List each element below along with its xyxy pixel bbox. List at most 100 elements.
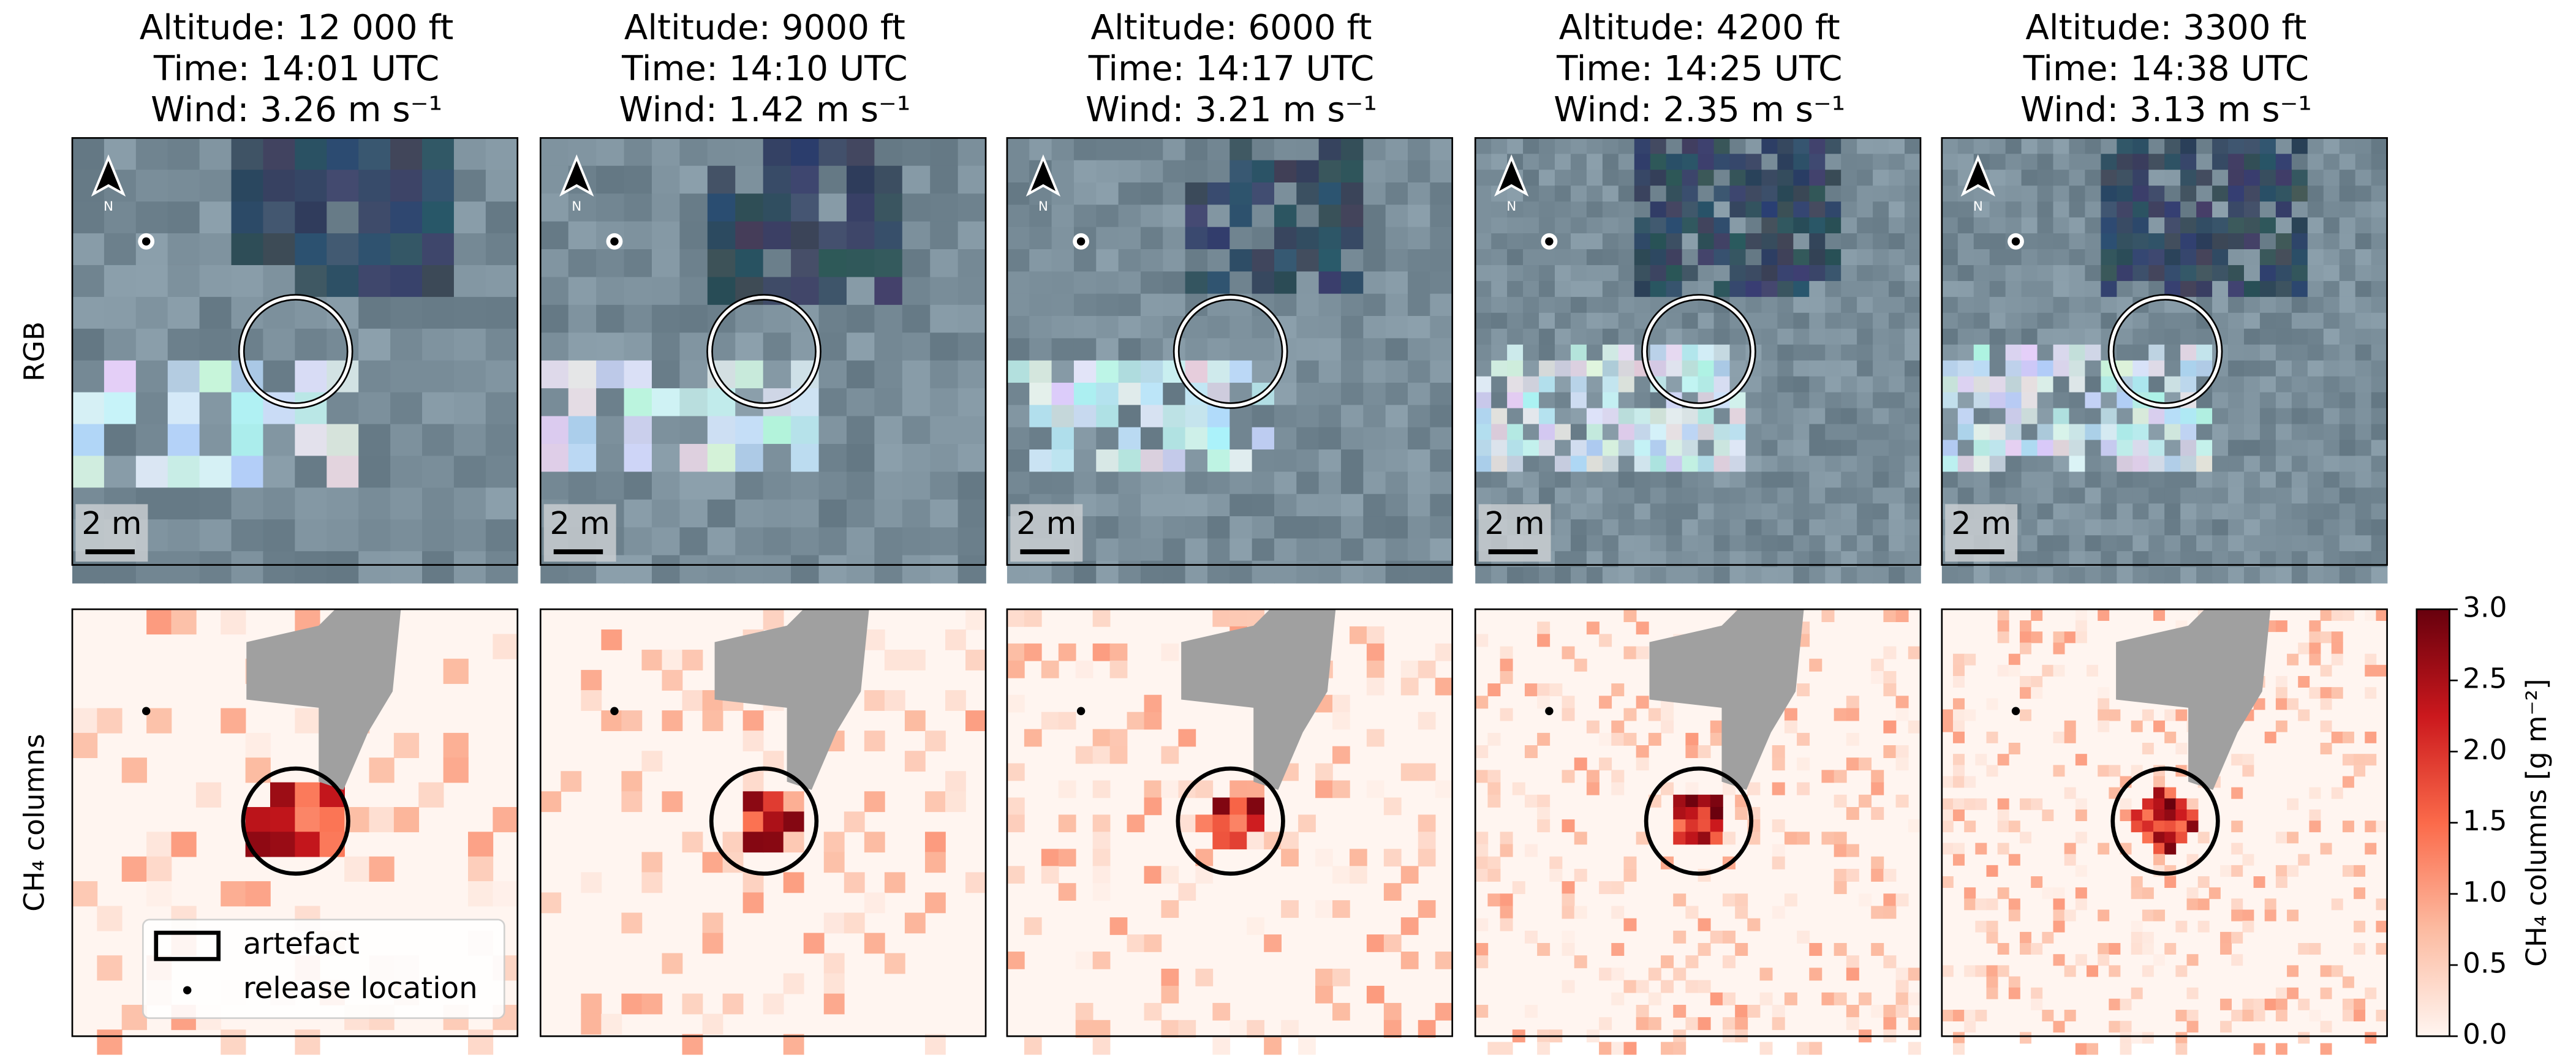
pixel [1096,494,1119,517]
pixel [221,1029,246,1055]
pixel [1698,943,1711,956]
pixel [1523,567,1539,584]
pixel [422,392,455,425]
pixel [1554,154,1571,171]
pixel [72,296,105,329]
pixel [1512,881,1525,895]
pixel [1905,392,1921,409]
pixel [1634,138,1651,155]
pixel [1491,249,1508,266]
pixel [2355,487,2372,505]
pixel [1051,338,1075,361]
pixel [2005,296,2022,314]
pixel [2323,519,2340,536]
pixel [2228,424,2245,441]
pixel [2323,328,2340,345]
pixel [874,193,903,222]
pixel [1673,893,1686,907]
pixel [1871,782,1884,795]
pixel [1315,780,1333,798]
pixel [2148,376,2166,393]
pixel [1602,360,1619,377]
pixel [568,416,597,445]
pixel [1905,249,1921,266]
pixel [1073,249,1097,272]
pixel [1713,471,1731,489]
pixel [1366,660,1384,678]
pixel [1487,732,1501,746]
pixel [818,443,847,473]
pixel [1185,516,1208,539]
pixel [1340,338,1364,361]
pixel [2069,154,2086,171]
pixel [1586,186,1603,202]
pixel [1140,427,1164,450]
pixel [2109,1021,2121,1033]
pixel [1953,1032,1965,1044]
pixel [679,416,708,445]
pixel [1491,344,1508,361]
pixel [1941,1010,1954,1022]
pixel [2339,280,2356,298]
pixel [2132,471,2150,489]
pixel [1809,138,1826,155]
pixel [1029,249,1052,272]
pixel [1729,456,1747,473]
pixel [1685,819,1699,833]
pixel [1729,217,1747,234]
pixel [1953,843,1965,855]
pixel [2005,456,2022,473]
pixel [1363,182,1386,206]
pixel [2228,265,2245,282]
pixel [621,791,643,813]
pixel [2148,154,2166,171]
pixel [735,443,764,473]
pixel [1024,1037,1042,1055]
pixel [2085,519,2102,536]
pixel [2131,887,2143,900]
pixel [1636,622,1649,635]
pixel [1809,201,1826,218]
pixel [1296,516,1320,539]
pixel [2020,1032,2031,1044]
pixel [1905,296,1921,314]
frame [539,608,987,1037]
pixel [1698,980,1711,993]
pixel [2212,535,2229,552]
pixel [2132,201,2150,218]
pixel [2053,440,2070,457]
pixel [418,782,444,808]
pixel [344,856,370,882]
pixel [104,233,137,266]
pixel [453,201,486,234]
pixel [2243,503,2261,520]
pixel [1973,328,1990,345]
pixel [1989,456,2006,473]
pixel [2101,138,2118,155]
pixel [1430,249,1453,272]
pixel [104,265,137,298]
pixel [1745,424,1762,441]
pixel [1500,708,1513,721]
pixel [1475,696,1489,709]
pixel [2053,909,2065,922]
pixel [1841,424,1857,441]
pixel [2331,609,2343,621]
pixel [722,832,744,853]
pixel [2291,233,2308,250]
pixel [1207,471,1231,495]
pixel [1710,732,1723,746]
pixel [2196,424,2213,441]
pixel [2275,1043,2287,1055]
pixel [1296,249,1320,272]
pixel [1229,814,1248,833]
pixel [2101,424,2118,441]
pixel [2069,296,2086,314]
pixel [1229,494,1253,517]
pixel [1562,770,1575,783]
pixel [1735,1017,1748,1031]
pixel [1713,312,1731,329]
pixel [2180,233,2197,250]
pixel [1539,312,1555,329]
pixel [1989,408,2006,425]
